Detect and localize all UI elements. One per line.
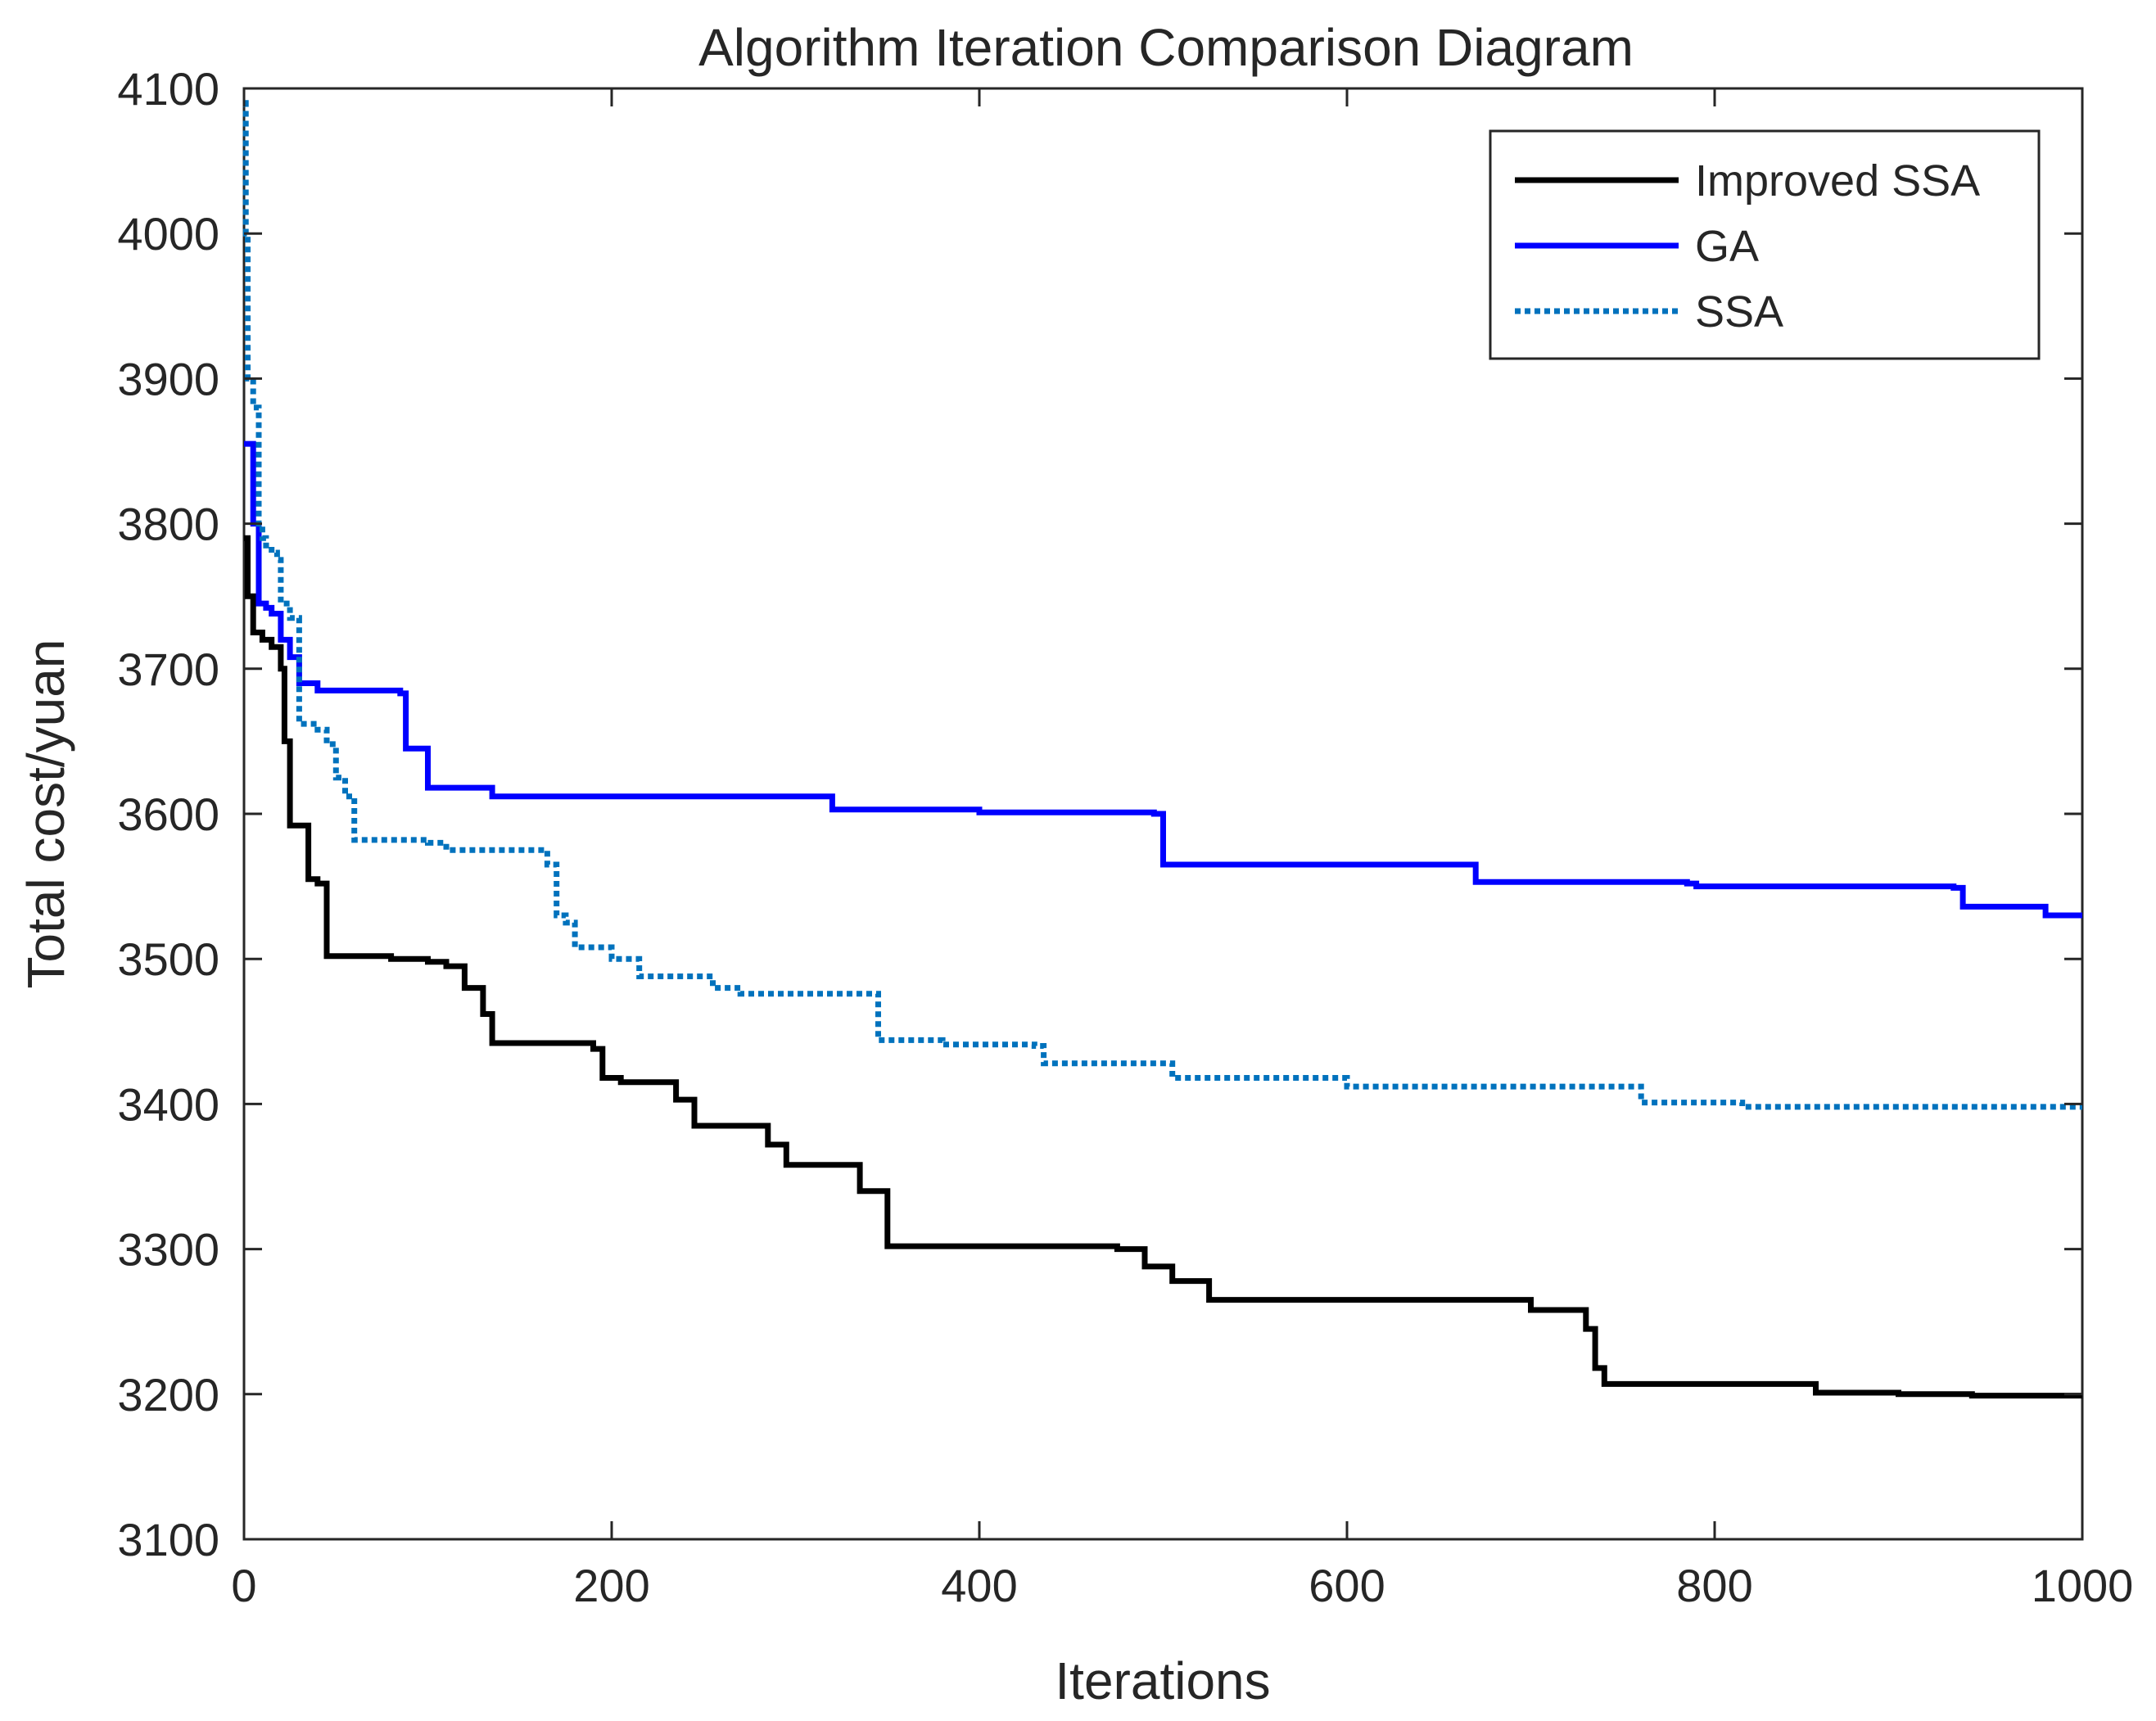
legend-label-2: SSA (1695, 287, 1783, 337)
x-tick-label: 1000 (2032, 1560, 2134, 1611)
x-tick-label: 600 (1309, 1560, 1385, 1611)
x-tick-label: 800 (1676, 1560, 1752, 1611)
y-tick-label: 3200 (117, 1369, 219, 1421)
y-tick-label: 3500 (117, 933, 219, 985)
y-tick-label: 3700 (117, 644, 219, 695)
series-line-2 (242, 100, 2082, 1110)
x-axis-label: Iterations (1055, 1651, 1270, 1710)
chart-title: Algorithm Iteration Comparison Diagram (698, 18, 1634, 77)
x-tick-label: 0 (231, 1560, 256, 1611)
y-tick-label: 4100 (117, 63, 219, 115)
y-tick-label: 3600 (117, 788, 219, 840)
series-line-0 (244, 535, 2082, 1399)
y-tick-label: 4000 (117, 208, 219, 260)
legend-label-0: Improved SSA (1695, 156, 1980, 206)
series-line-1 (244, 440, 2082, 919)
x-tick-label: 400 (941, 1560, 1017, 1611)
legend-label-1: GA (1695, 222, 1759, 271)
y-axis-label: Total cost/yuan (16, 639, 75, 989)
y-tick-label: 3400 (117, 1078, 219, 1130)
x-tick-label: 200 (573, 1560, 649, 1611)
y-tick-label: 3100 (117, 1514, 219, 1565)
legend: Improved SSA GA SSA (1489, 129, 2041, 360)
ticks-layer: 0 200 400 600 800 1000 3100 3200 3300 3400 3500 360… (117, 63, 2133, 1611)
series-layer (242, 100, 2082, 1399)
y-tick-label: 3800 (117, 499, 219, 550)
y-tick-label: 3300 (117, 1224, 219, 1276)
y-tick-label: 3900 (117, 353, 219, 404)
